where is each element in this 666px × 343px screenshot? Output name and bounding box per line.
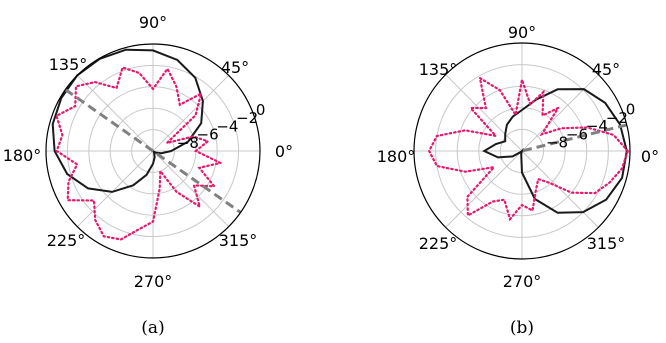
r-tick-label: −2: [606, 109, 628, 127]
grid-spoke: [521, 74, 599, 152]
polar-frame: [45, 43, 261, 259]
polar-frame: [413, 42, 631, 260]
theta-tick-label: 0°: [275, 142, 293, 161]
theta-tick-label: 135°: [419, 60, 458, 79]
r-tick-label: −4: [216, 117, 238, 135]
solid-series-line: [482, 88, 628, 214]
dashed-series-line: [521, 123, 628, 153]
theta-tick-label: 45°: [592, 60, 620, 79]
subfigure-caption: (a): [141, 318, 164, 338]
r-tick-label: −6: [566, 125, 588, 143]
r-tick-label: −8: [177, 134, 199, 152]
grid-spoke: [76, 74, 154, 152]
theta-tick-label: 315°: [587, 234, 626, 253]
theta-tick-label: 225°: [47, 231, 86, 250]
theta-tick-label: 180°: [3, 146, 42, 165]
theta-tick-label: 90°: [139, 13, 167, 32]
polar-chart-a: 0° 45° 90° 135° 180° 225° 270° 315° −8−6−4−20 (a): [3, 13, 293, 338]
grid-spoke: [76, 150, 154, 228]
grid-spoke: [445, 74, 523, 152]
r-tick-label: 0: [256, 101, 266, 119]
dashed-series-line: [64, 88, 242, 214]
r-tick-label: −6: [197, 126, 219, 144]
r-tick-label: −4: [586, 117, 608, 135]
grid-spoke: [152, 150, 230, 228]
grid-spoke: [521, 150, 599, 228]
r-tick-label: −2: [236, 109, 258, 127]
theta-tick-label: 180°: [377, 147, 416, 166]
polar-chart-b: 0° 45° 90° 135° 180° 225° 270° 315° −8−6−4−20 (b): [377, 23, 659, 338]
theta-tick-label: 135°: [49, 55, 88, 74]
r-tick-label: 0: [626, 101, 636, 119]
dotted-series-line: [55, 66, 224, 241]
theta-tick-label: 315°: [219, 231, 258, 250]
theta-tick-label: 225°: [419, 234, 458, 253]
grid-spoke: [152, 74, 230, 152]
subfigure-caption: (b): [510, 318, 534, 338]
theta-tick-label: 0°: [641, 147, 659, 166]
theta-tick-label: 270°: [503, 272, 542, 291]
theta-tick-label: 270°: [134, 272, 173, 291]
grid-spoke: [445, 150, 523, 228]
theta-tick-label: 90°: [508, 23, 536, 42]
solid-series-line: [51, 48, 204, 193]
theta-tick-label: 45°: [221, 58, 249, 77]
r-tick-label: −8: [546, 134, 568, 152]
dotted-series-line: [427, 75, 630, 222]
